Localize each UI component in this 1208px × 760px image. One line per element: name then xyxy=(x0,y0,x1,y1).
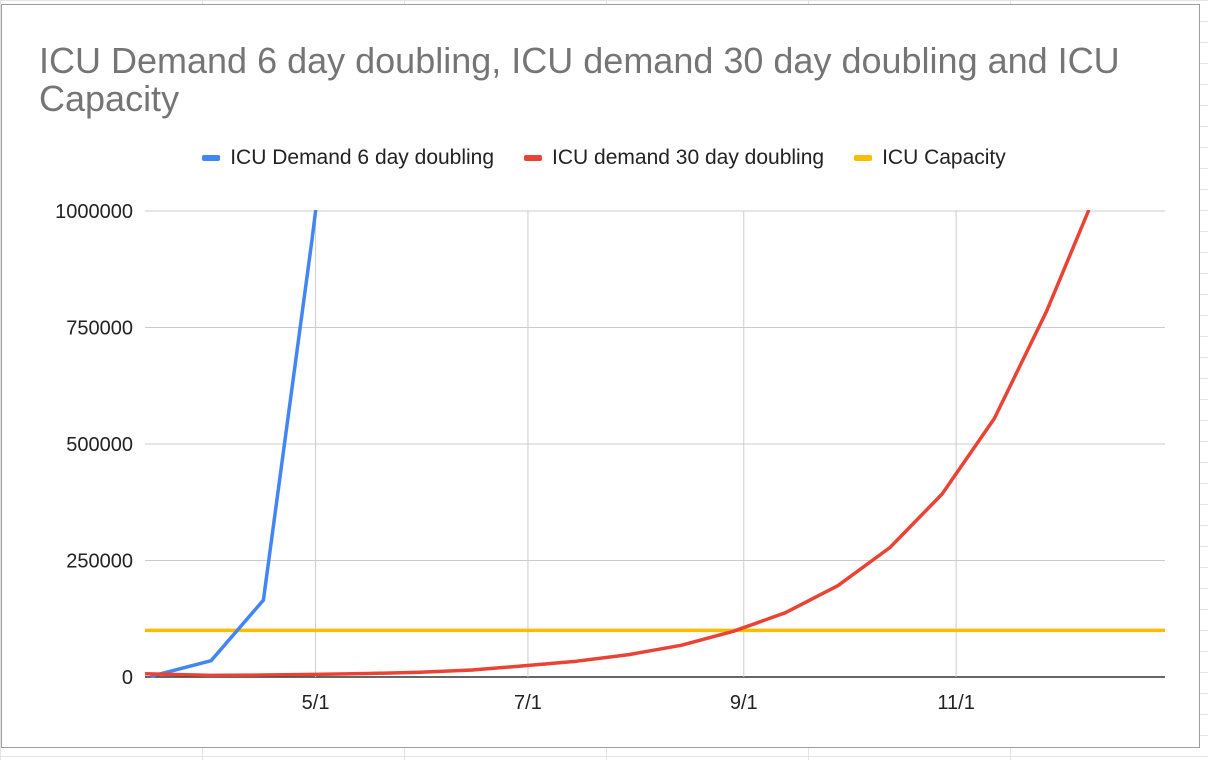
legend-label-capacity: ICU Capacity xyxy=(882,146,1006,169)
y-tick-label: 750000 xyxy=(66,318,133,340)
legend-label-30-day: ICU demand 30 day doubling xyxy=(552,146,825,169)
x-tick-label: 7/1 xyxy=(514,692,542,714)
legend-item-6-day[interactable]: ICU Demand 6 day doubling xyxy=(202,146,494,170)
series-line-30-day-doubling xyxy=(145,210,1091,678)
chart-container[interactable] xyxy=(1,4,1200,748)
x-tick-label: 9/1 xyxy=(730,692,758,714)
y-tick-label: 250000 xyxy=(66,551,133,573)
series-line-6-day-doubling xyxy=(150,210,318,678)
x-tick-label: 5/1 xyxy=(302,692,330,714)
y-tick-label: 500000 xyxy=(66,434,133,456)
y-tick-label: 1000000 xyxy=(55,201,133,223)
legend-swatch-6-day xyxy=(202,155,221,161)
legend-swatch-capacity xyxy=(854,155,873,161)
chart-legend: ICU Demand 6 day doubling ICU demand 30 … xyxy=(0,146,1208,170)
x-tick-label: 11/1 xyxy=(937,692,974,714)
legend-swatch-30-day xyxy=(524,155,543,161)
legend-item-capacity[interactable]: ICU Capacity xyxy=(854,146,1006,170)
legend-item-30-day[interactable]: ICU demand 30 day doubling xyxy=(524,146,824,170)
chart-title: ICU Demand 6 day doubling, ICU demand 30… xyxy=(39,40,1120,119)
legend-label-6-day: ICU Demand 6 day doubling xyxy=(230,146,495,169)
y-tick-label: 0 xyxy=(122,667,133,689)
